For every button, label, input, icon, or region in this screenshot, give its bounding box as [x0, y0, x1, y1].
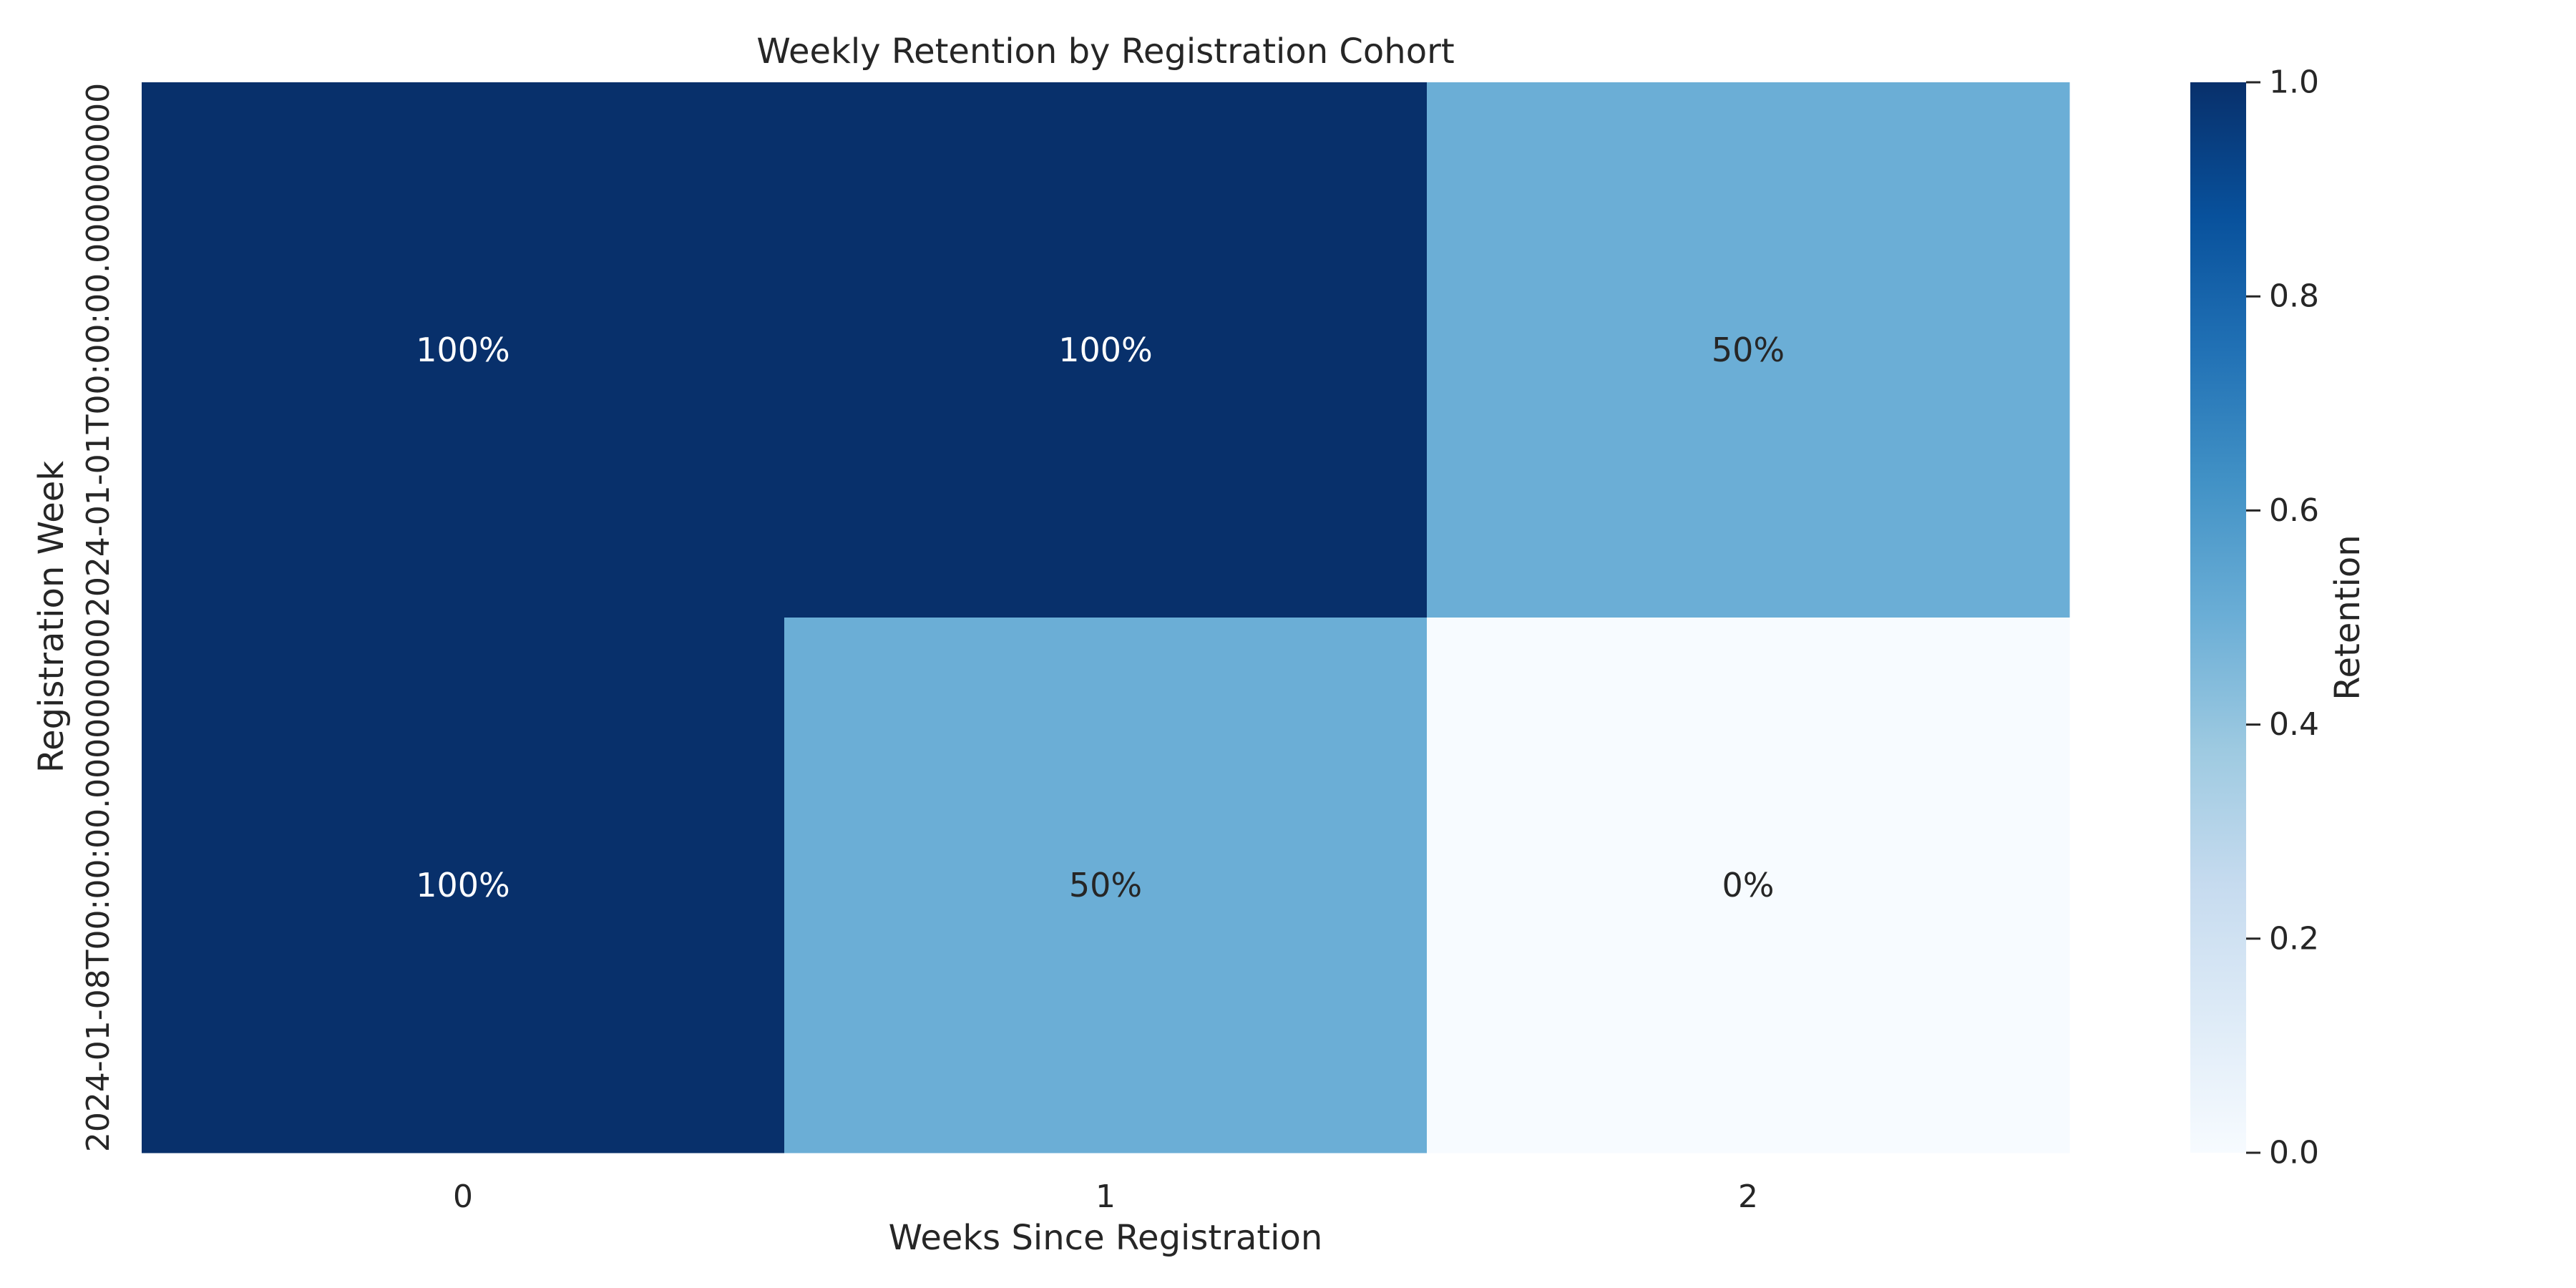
- x-axis-label: Weeks Since Registration: [889, 1218, 1323, 1258]
- colorbar: [2190, 82, 2246, 1153]
- y-tick-label-0: 2024-01-01T00:00:00.000000000: [80, 83, 117, 617]
- x-tick-label-1: 1: [1096, 1179, 1116, 1215]
- x-tick-label-0: 0: [453, 1179, 473, 1215]
- heatmap-cell-r1-c1: [784, 618, 1428, 1153]
- colorbar-tick-label-5: 1.0: [2269, 64, 2319, 101]
- y-tick-label-1: 2024-01-08T00:00:00.000000000: [80, 618, 117, 1152]
- y-axis-label: Registration Week: [31, 461, 72, 773]
- chart-title: Weekly Retention by Registration Cohort: [756, 31, 1454, 72]
- colorbar-label: Retention: [2328, 535, 2368, 700]
- heatmap-cell-r0-c2: [1427, 82, 2070, 618]
- cell-value-label-r1-c2: 0%: [1722, 866, 1775, 904]
- heatmap-cell-r0-c0: [142, 82, 785, 618]
- colorbar-tick-label-3: 0.6: [2269, 492, 2319, 529]
- colorbar-tick-label-1: 0.2: [2269, 920, 2319, 957]
- cell-value-label-r0-c1: 100%: [1058, 331, 1153, 369]
- colorbar-tick-label-2: 0.4: [2269, 706, 2319, 743]
- cell-value-label-r0-c0: 100%: [416, 331, 510, 369]
- colorbar-tick-label-0: 0.0: [2269, 1135, 2319, 1171]
- colorbar-ticks: 0.0 0.2 0.4 0.6 0.8 1.0: [2246, 64, 2319, 1171]
- cell-value-label-r1-c1: 50%: [1069, 866, 1142, 904]
- x-tick-label-2: 2: [1738, 1179, 1758, 1215]
- heatmap-cell-labels: 100% 100% 50% 100% 50% 0%: [416, 331, 1785, 904]
- heatmap-cell-r0-c1: [784, 82, 1428, 618]
- cell-value-label-r0-c2: 50%: [1712, 331, 1785, 369]
- colorbar-tick-label-4: 0.8: [2269, 278, 2319, 315]
- heatmap-cell-r1-c0: [142, 618, 785, 1153]
- heatmap-cell-r1-c2: [1427, 618, 2070, 1153]
- y-axis-ticks: 2024-01-01T00:00:00.0000000002024-01-08T…: [80, 83, 117, 1152]
- x-axis-ticks: 0 1 2: [453, 1179, 1758, 1215]
- cell-value-label-r1-c0: 100%: [416, 866, 510, 904]
- heatmap-cells: [142, 82, 2070, 1153]
